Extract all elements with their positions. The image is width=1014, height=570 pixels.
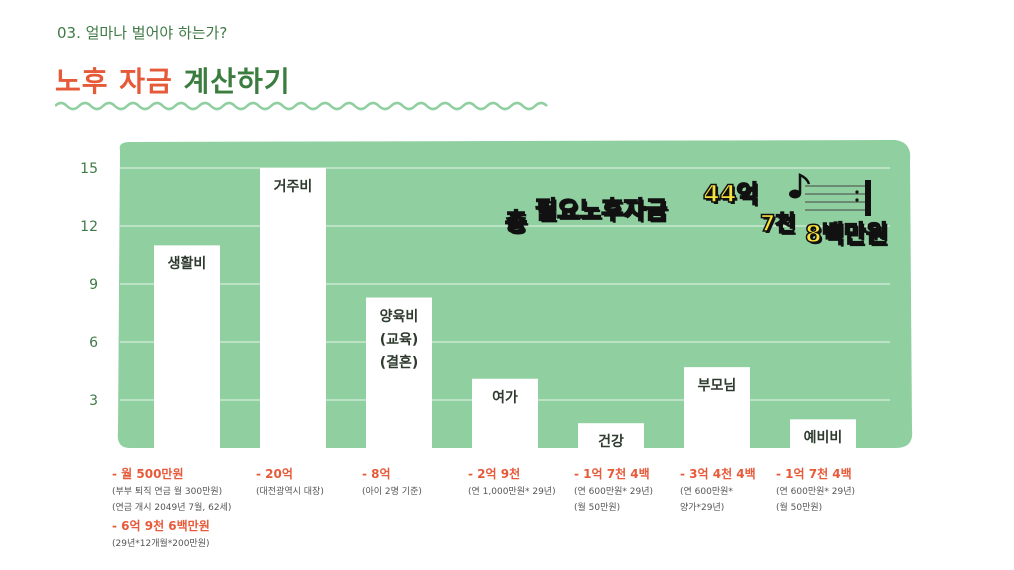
banner-amount-1: 44억: [702, 179, 759, 209]
note-amount: - 1억 7천 4백: [776, 467, 852, 481]
note-detail: (연 600만원*: [680, 487, 733, 497]
page-title-main: 계산하기: [183, 65, 291, 98]
bar-note: - 20억 (대전광역시 대장): [256, 464, 324, 500]
bar-note: - 월 500만원 (부부 퇴직 연금 월 300만원) (연금 개시 2049년 …: [112, 464, 231, 552]
banner-amount-2: 7천: [759, 211, 796, 238]
music-note-icon: [789, 173, 811, 199]
bar-category-label: 거주비: [273, 179, 313, 195]
bar: [472, 378, 538, 458]
bar-category-label: 양육비 (교육) (결혼): [379, 308, 419, 371]
page-title-accent: 노후 자금: [55, 65, 173, 98]
bar-category-label: 부모님: [697, 378, 737, 395]
note-amount: - 월 500만원: [112, 467, 184, 481]
bar-category-label: 건강: [598, 434, 624, 451]
bar-category-label: 생활비: [167, 256, 207, 273]
bar: [154, 245, 220, 458]
bar-note: - 2억 9천 (연 1,000만원* 29년): [468, 464, 556, 500]
note-detail: (연 600만원* 29년): [776, 487, 855, 497]
y-tick-label: 6: [89, 335, 98, 351]
note-amount: - 6억 9천 6백만원: [112, 519, 210, 533]
bar-category-label: 예비비: [803, 430, 843, 447]
bar-note: - 1억 7천 4백 (연 600만원* 29년) (월 50만원): [776, 464, 855, 516]
note-detail: (연 1,000만원* 29년): [468, 487, 556, 497]
bar-note: - 3억 4천 4백 (연 600만원* 양가*29년): [680, 464, 756, 516]
banner-amount-3: 8백만원: [804, 219, 888, 249]
note-detail: (월 50만원): [574, 503, 621, 513]
note-detail: (아이 2명 기준): [362, 487, 422, 497]
note-amount: - 3억 4천 4백: [680, 467, 756, 481]
bar-note: - 1억 7천 4백 (연 600만원* 29년) (월 50만원): [574, 464, 653, 516]
note-detail: (연 600만원* 29년): [574, 487, 653, 497]
bar: [578, 423, 644, 458]
total-banner: 총 필요노후자금 44억 7천 8백만원: [504, 172, 905, 249]
page-title: 노후 자금 계산하기: [55, 60, 291, 100]
section-label: 03. 얼마나 벌어야 하는가?: [57, 24, 228, 42]
note-detail: (부부 퇴직 연금 월 300만원): [112, 487, 223, 497]
bar: [366, 297, 432, 458]
y-tick-label: 9: [89, 277, 98, 293]
bar: [790, 419, 856, 458]
banner-total: 총: [504, 207, 528, 237]
note-detail: (대전광역시 대장): [256, 487, 324, 497]
banner-label: 필요노후자금: [534, 195, 668, 225]
note-amount: - 8억: [362, 467, 391, 481]
staff-lines-icon: [805, 180, 871, 216]
gridlines: [120, 167, 890, 401]
note-detail: 양가*29년): [680, 503, 725, 513]
y-tick-label: 15: [80, 161, 98, 177]
note-amount: - 2억 9천: [468, 467, 521, 481]
note-detail: (29년*12개월*200만원): [112, 539, 210, 549]
bar: [260, 168, 326, 458]
note-detail: (연금 개시 2049년 7월, 62세): [112, 503, 232, 513]
wavy-underline: [55, 101, 548, 111]
note-detail: (월 50만원): [776, 503, 823, 513]
bar-category-label: 여가: [492, 389, 518, 406]
y-tick-label: 12: [80, 219, 98, 235]
y-tick-label: 3: [89, 393, 98, 409]
y-axis: 3 6 9 12 15: [80, 161, 98, 409]
note-amount: - 20억: [256, 467, 293, 481]
bar: [684, 367, 750, 458]
note-amount: - 1억 7천 4백: [574, 467, 650, 481]
bar-note: - 8억 (아이 2명 기준): [362, 464, 422, 500]
bars: [154, 168, 856, 458]
